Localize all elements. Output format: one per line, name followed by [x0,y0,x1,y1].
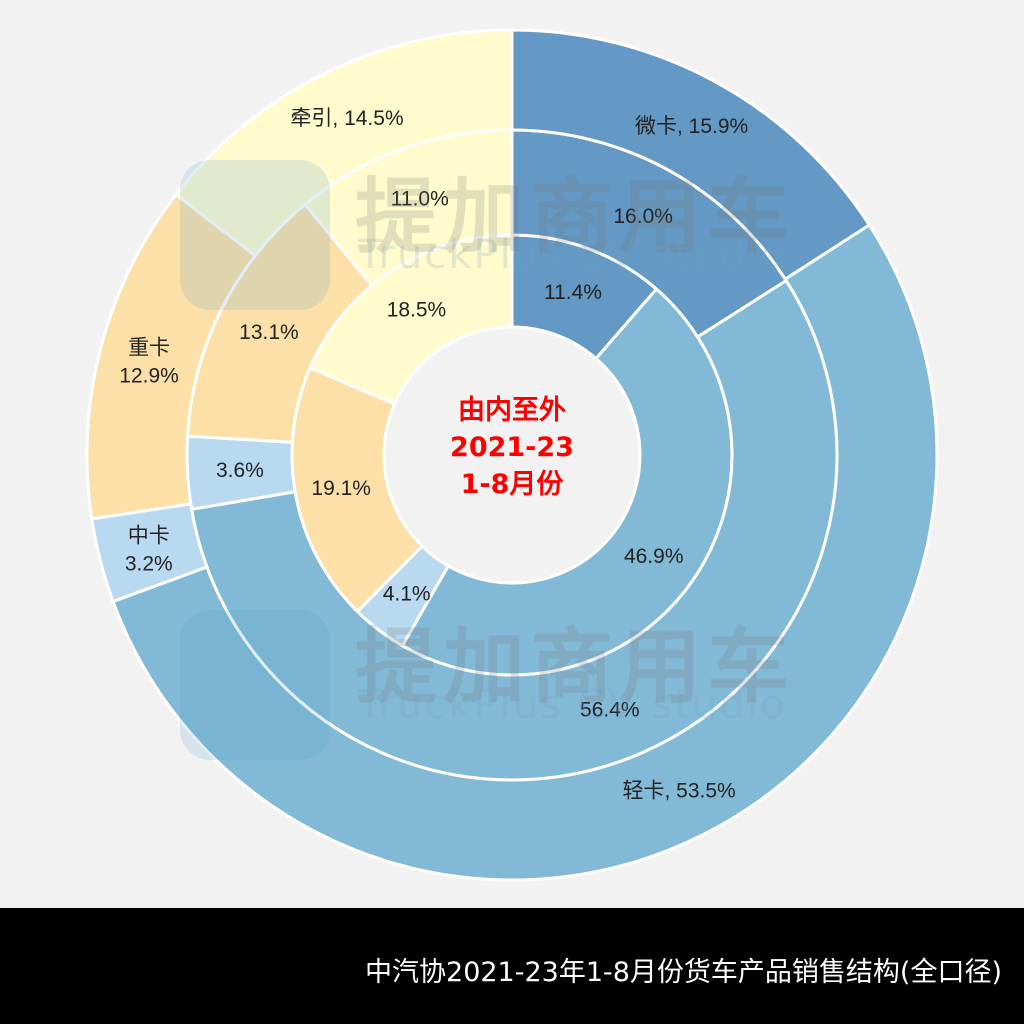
data-label-outer-4: 牵引, 14.5% [290,107,403,130]
data-label-inner-3: 19.1% [311,477,371,500]
donut-hole [386,329,638,581]
center-label-line: 2021-23 [450,432,574,463]
data-label-middle-0: 16.0% [613,205,673,228]
data-label-inner-0: 11.4% [544,281,602,304]
footer-bar: 中汽协2021-23年1-8月份货车产品销售结构(全口径) [0,908,1024,1024]
data-label-outer-3: 重卡 12.9% [119,337,179,388]
data-label-inner-1: 46.9% [624,545,684,568]
footer-title: 中汽协2021-23年1-8月份货车产品销售结构(全口径) [365,957,1002,988]
donut-chart: 11.4% 46.9% 4.1% 19.1% 18.5% 16.0% 56.4% 3.6% 13… [85,28,939,882]
segment-outer-1 [111,222,939,882]
data-label-middle-1: 56.4% [580,698,640,721]
data-label-outer-0: 微卡, 15.9% [635,115,748,138]
center-label-line: 由内至外 [458,395,566,426]
data-label-middle-2: 3.6% [216,459,264,482]
center-label: 由内至外 2021-23 1-8月份 [412,392,612,503]
data-label-middle-4: 11.0% [391,188,449,211]
data-label-outer-1: 轻卡, 53.5% [622,780,735,803]
data-label-inner-2: 4.1% [383,582,431,605]
center-label-line: 1-8月份 [460,469,564,500]
segment-outer-4 [174,28,514,258]
data-label-inner-4: 18.5% [387,299,447,322]
data-label-outer-2: 中卡 3.2% [125,524,173,575]
data-label-middle-3: 13.1% [239,321,299,344]
